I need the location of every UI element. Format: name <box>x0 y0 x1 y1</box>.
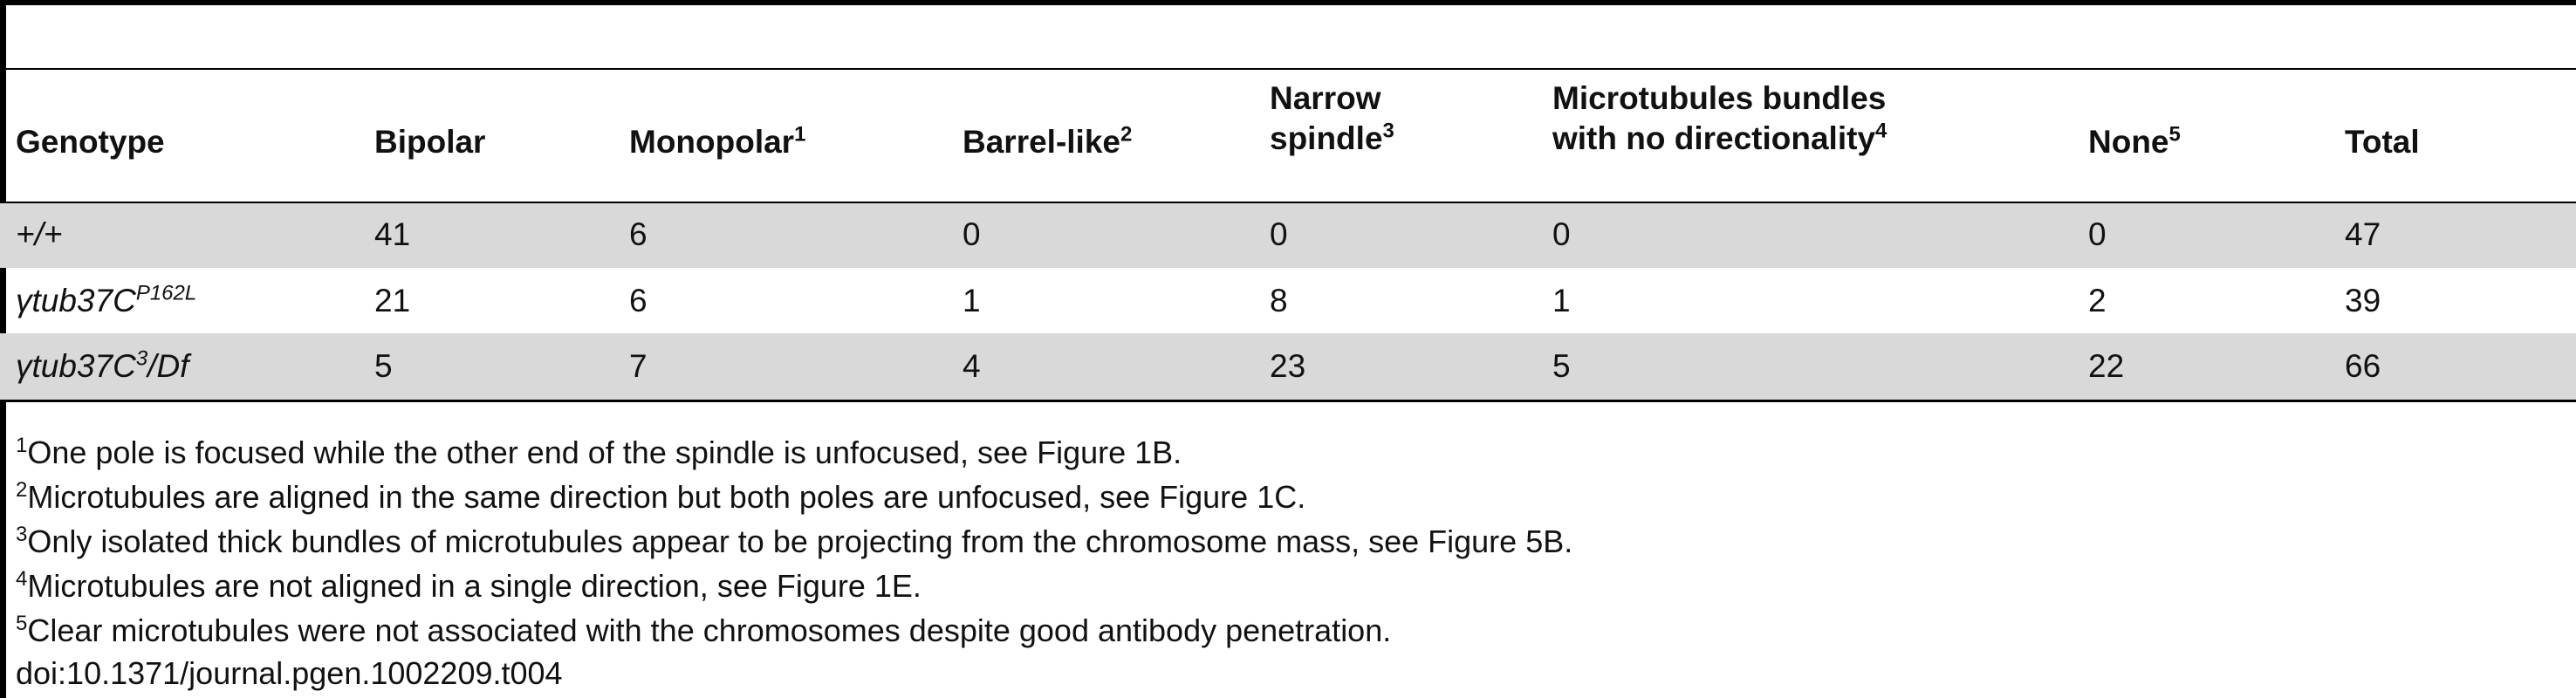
value-cell: 0 <box>2088 216 2107 252</box>
genotype-text: γtub37C <box>16 283 136 318</box>
header-cell: Narrow spindle3 <box>1270 79 1394 159</box>
header-text: Genotype <box>16 124 165 160</box>
header-sup: 3 <box>1382 119 1394 143</box>
genotype-sup: P162L <box>135 281 197 305</box>
footnote: 2Microtubules are aligned in the same di… <box>16 477 1305 517</box>
value-cell: 0 <box>1270 216 1288 252</box>
value-cell: 21 <box>374 283 411 318</box>
value-cell: 8 <box>1270 283 1288 318</box>
value-cell: 0 <box>1552 216 1571 252</box>
genotype-text: γtub37C <box>16 348 136 384</box>
header-cell: None5 <box>2088 122 2181 162</box>
value-cell: 7 <box>629 348 647 384</box>
header-text: Total <box>2345 124 2420 160</box>
value-cell: 41 <box>374 216 411 252</box>
header-sup: 1 <box>794 122 806 147</box>
value-cell: 6 <box>629 216 647 252</box>
genotype-text: +/+ <box>16 216 63 252</box>
header-sup: 4 <box>1875 119 1887 143</box>
footnote-text: Only isolated thick bundles of microtubu… <box>27 524 1573 559</box>
value-cell: 1 <box>963 283 981 318</box>
rule <box>0 68 2576 70</box>
value-cell: 1 <box>1552 283 1571 318</box>
header-cell: Genotype <box>16 122 165 162</box>
footnote: 5Clear microtubules were not associated … <box>16 611 1391 651</box>
footnote-mark: 4 <box>16 567 28 591</box>
genotype-cell: γtub37C3/Df <box>16 346 188 387</box>
header-cell: Monopolar1 <box>629 122 805 162</box>
rule <box>0 400 2576 402</box>
header-text: Monopolar <box>629 124 795 160</box>
header-sup: 5 <box>2168 122 2181 147</box>
header-sup: 2 <box>1120 122 1133 147</box>
value-cell: 66 <box>2345 348 2381 384</box>
header-text: Microtubules bundles <box>1552 80 1887 116</box>
footnote-text: Microtubules are aligned in the same dir… <box>27 479 1306 515</box>
genotype-text: /Df <box>147 348 189 384</box>
row-band <box>0 333 2576 400</box>
row-band <box>0 203 2576 268</box>
header-text: Narrow <box>1270 80 1381 116</box>
doi: doi:10.1371/journal.pgen.1002209.t004 <box>16 655 563 691</box>
value-cell: 4 <box>963 348 981 384</box>
header-cell: Microtubules bundles with no directionali… <box>1552 79 1887 159</box>
footnote-mark: 2 <box>16 478 28 502</box>
header-text: spindle <box>1270 120 1383 156</box>
header-text: None <box>2088 124 2169 160</box>
header-text: Bipolar <box>374 124 486 160</box>
footnote-text: Microtubules are not aligned in a single… <box>27 568 921 604</box>
top-rule <box>0 0 2576 5</box>
value-cell: 0 <box>963 216 981 252</box>
header-cell: Total <box>2345 122 2420 162</box>
value-cell: 23 <box>1270 348 1306 384</box>
value-cell: 2 <box>2088 283 2107 318</box>
header-cell: Barrel-like2 <box>963 122 1132 162</box>
genotype-sup: 3 <box>135 346 148 371</box>
footnote: 1One pole is focused while the other end… <box>16 433 1182 473</box>
value-cell: 47 <box>2345 216 2381 252</box>
value-cell: 6 <box>629 283 647 318</box>
footnote-text: One pole is focused while the other end … <box>27 435 1182 470</box>
genotype-cell: γtub37CP162L <box>16 281 196 321</box>
value-cell: 5 <box>374 348 393 384</box>
header-text: with no directionality <box>1552 120 1876 156</box>
value-cell: 22 <box>2088 348 2125 384</box>
rule <box>0 202 2576 203</box>
header-cell: Bipolar <box>374 122 485 162</box>
value-cell: 39 <box>2345 283 2381 318</box>
footnote-mark: 3 <box>16 523 28 546</box>
footnote-mark: 1 <box>16 434 28 457</box>
footnote: 3Only isolated thick bundles of microtub… <box>16 522 1572 562</box>
footnote-text: Clear microtubules were not associated w… <box>27 612 1392 648</box>
footnote: 4Microtubules are not aligned in a singl… <box>16 566 921 606</box>
header-text: Barrel-like <box>963 124 1120 160</box>
footnote-mark: 5 <box>16 612 28 635</box>
value-cell: 5 <box>1552 348 1571 384</box>
genotype-cell: +/+ <box>16 215 63 255</box>
